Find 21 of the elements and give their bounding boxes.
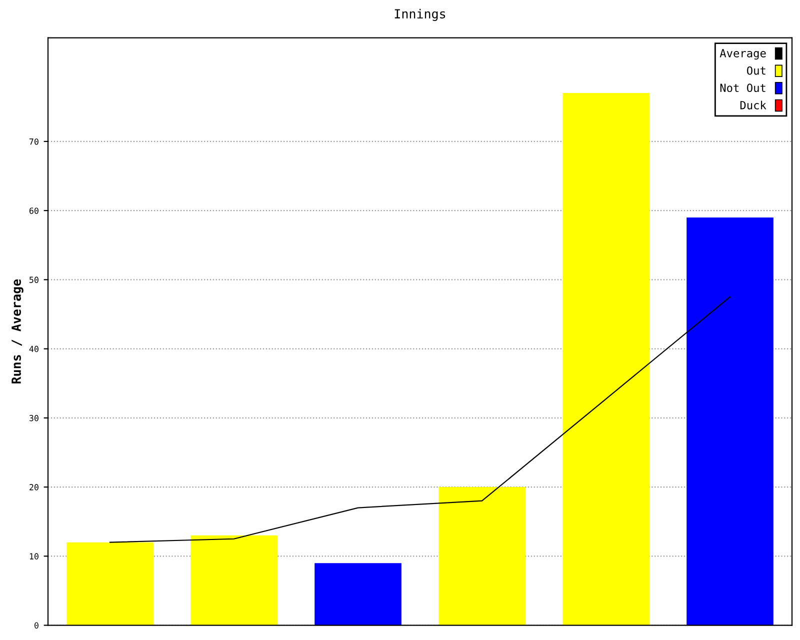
bar <box>438 487 526 626</box>
chart-title: Innings <box>394 8 446 21</box>
y-tick-label: 30 <box>29 414 38 422</box>
y-tick-label: 10 <box>30 553 38 560</box>
y-axis-title: Runs / Average <box>12 279 24 384</box>
bar <box>314 563 402 626</box>
y-tick-label: 20 <box>30 484 38 490</box>
y-tick-label: 50 <box>30 276 38 283</box>
y-tick-label: 70 <box>30 138 38 145</box>
legend-label: Average <box>720 49 766 60</box>
y-tick-label: 40 <box>29 346 38 352</box>
legend-label: Duck <box>740 100 766 110</box>
bar <box>66 542 154 626</box>
y-tick-label: 0 <box>34 622 38 629</box>
legend-label: Not Out <box>720 84 766 92</box>
bar <box>562 93 650 626</box>
bar <box>686 217 774 626</box>
bar <box>190 535 278 626</box>
legend-label: Out <box>747 66 766 75</box>
y-tick-label: 60 <box>29 208 38 214</box>
line-series <box>109 296 731 543</box>
